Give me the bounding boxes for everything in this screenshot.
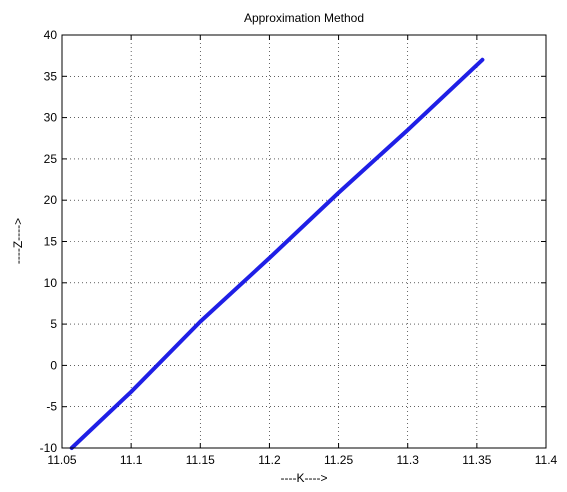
series-layer xyxy=(69,57,485,450)
x-tick-labels: 11.05 11.1 11.15 11.2 11.25 11.3 11.35 11.4 xyxy=(47,453,557,467)
y-tick-label: 35 xyxy=(44,69,58,83)
y-tick-label: -10 xyxy=(40,441,58,455)
y-tick-label: -5 xyxy=(46,400,57,414)
x-tick-label: 11.25 xyxy=(324,453,353,467)
x-tick-label: 11.15 xyxy=(186,453,215,467)
x-tick-label: 11.2 xyxy=(258,453,281,467)
y-tick-label: 30 xyxy=(44,111,58,125)
x-tick-label: 11.3 xyxy=(396,453,419,467)
y-tick-label: 40 xyxy=(44,28,58,42)
y-tick-label: 5 xyxy=(50,317,57,331)
y-tick-label: 25 xyxy=(44,152,58,166)
x-tick-label: 11.05 xyxy=(47,453,76,467)
x-tick-label: 11.35 xyxy=(462,453,491,467)
x-tick-label: 11.1 xyxy=(120,453,143,467)
y-tick-label: 10 xyxy=(44,276,58,290)
ticks xyxy=(61,34,547,449)
x-axis-label: ----K----> xyxy=(281,471,328,485)
y-tick-label: 15 xyxy=(44,235,58,249)
x-tick-label: 11.4 xyxy=(535,453,558,467)
y-axis-label: ----Z----> xyxy=(11,218,25,264)
series-line-1 xyxy=(69,57,485,450)
chart-title: Approximation Method xyxy=(244,11,364,25)
y-tick-label: 0 xyxy=(50,358,57,372)
y-tick-labels: -10 -5 0 5 10 15 20 25 30 35 40 xyxy=(40,28,58,455)
y-tick-label: 20 xyxy=(44,193,58,207)
